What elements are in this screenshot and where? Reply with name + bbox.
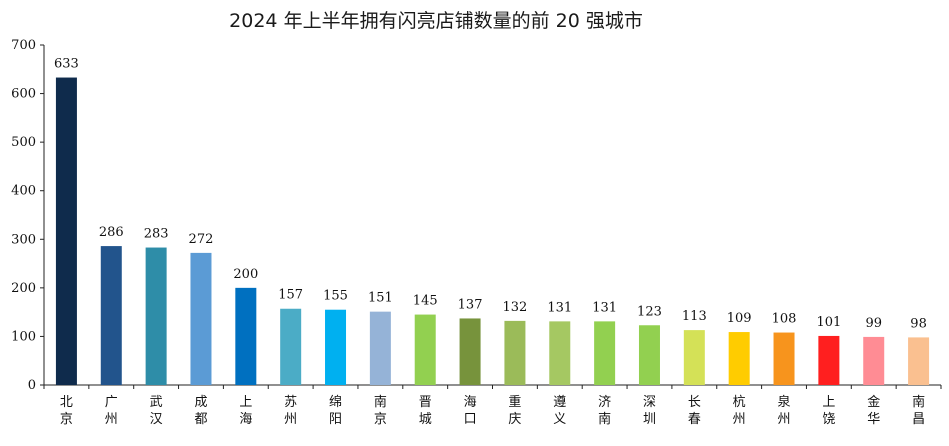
x-tick-label: 南 [374,394,387,410]
x-tick-label: 泉 [778,394,791,410]
bar [280,308,302,385]
bar [235,287,257,385]
data-label: 108 [772,312,797,327]
data-label: 99 [865,316,882,331]
x-tick-label: 南 [912,394,925,410]
x-tick-label: 重 [508,394,521,410]
x-tick-label: 成 [194,395,207,410]
data-label: 286 [99,225,124,240]
data-label: 98 [910,316,927,331]
x-tick-label: 上 [822,395,835,410]
x-tick-label: 阳 [329,412,342,427]
y-tick-label: 400 [11,184,36,199]
plot-area: 0100200300400500600700633北京286广州283武汉272… [11,38,942,427]
x-tick-label: 深 [643,395,656,410]
x-tick-label: 海 [464,395,477,410]
x-tick-label: 圳 [643,412,656,427]
bar [773,332,795,385]
data-label: 101 [816,315,841,330]
x-tick-label: 汉 [150,412,163,427]
x-tick-label: 春 [688,412,701,427]
y-tick-label: 200 [11,281,36,296]
bar [594,321,616,385]
data-label: 200 [233,267,258,282]
bar [55,77,77,386]
data-label: 633 [54,57,79,72]
bar [504,320,526,385]
data-label: 155 [323,289,348,304]
x-tick-label: 都 [194,412,207,427]
x-tick-label: 苏 [284,394,297,410]
x-tick-label: 京 [374,412,387,427]
x-tick-label: 饶 [822,412,835,427]
x-tick-label: 北 [60,395,73,410]
data-label: 131 [592,300,617,315]
x-tick-label: 州 [284,412,297,427]
bar [369,311,391,385]
x-tick-label: 华 [867,412,880,427]
x-tick-label: 义 [553,412,566,427]
x-tick-label: 杭 [733,395,746,410]
x-tick-label: 长 [688,395,701,410]
bar [100,246,122,385]
bar [145,247,167,385]
x-tick-label: 广 [105,395,118,410]
y-tick-label: 600 [11,87,36,102]
x-tick-label: 武 [150,395,163,410]
data-label: 131 [547,300,572,315]
data-label: 137 [458,297,483,312]
data-label: 272 [189,232,214,247]
data-label: 157 [278,288,303,303]
x-tick-label: 庆 [508,412,521,427]
chart-title: 2024 年上半年拥有闪亮店铺数量的前 20 强城市 [229,10,643,32]
x-tick-label: 海 [239,412,252,427]
x-tick-label: 南 [598,411,611,427]
y-tick-label: 0 [28,378,36,393]
x-tick-label: 金 [867,394,880,410]
bar [325,309,347,385]
bar [818,335,840,385]
x-tick-label: 城 [419,412,432,427]
data-label: 145 [413,294,438,309]
x-tick-label: 济 [598,395,611,410]
bar [190,252,212,385]
x-tick-label: 绵 [329,395,342,410]
x-tick-label: 上 [239,395,252,410]
data-label: 283 [144,227,169,242]
y-tick-label: 700 [11,38,36,53]
data-label: 123 [637,304,662,319]
data-label: 132 [503,300,528,315]
y-tick-label: 500 [11,135,36,150]
bar [459,318,481,385]
x-tick-label: 口 [464,412,477,427]
x-tick-label: 京 [60,412,73,427]
x-tick-label: 晋 [419,395,432,410]
bar [683,330,705,385]
bar [728,332,750,385]
x-tick-label: 州 [778,412,791,427]
data-label: 109 [727,311,752,326]
bar [549,321,571,385]
bar [863,336,885,385]
data-label: 113 [682,309,707,324]
x-tick-label: 遵 [553,394,566,410]
x-tick-label: 昌 [912,412,925,427]
x-tick-label: 州 [105,412,118,427]
bar [638,325,660,385]
data-label: 151 [368,291,393,306]
bar [414,314,436,385]
x-tick-label: 州 [733,412,746,427]
y-tick-label: 100 [11,329,36,344]
y-tick-label: 300 [11,232,36,247]
bar [908,337,930,385]
